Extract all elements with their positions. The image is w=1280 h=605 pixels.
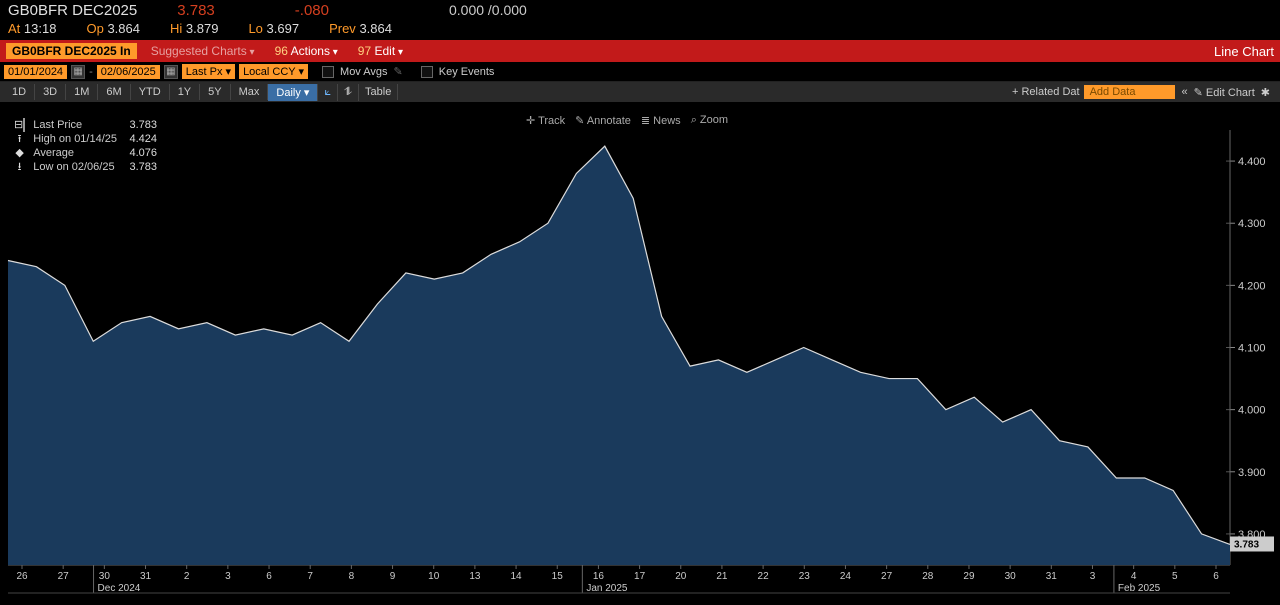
settings-gear-icon[interactable]: ✱	[1255, 86, 1276, 99]
svg-text:13: 13	[469, 571, 481, 582]
compare-icon[interactable]: ⥮	[338, 84, 359, 101]
svg-text:5: 5	[1172, 571, 1178, 582]
timeframe-6m[interactable]: 6M	[98, 84, 130, 100]
price-change: -.080	[295, 2, 329, 19]
quote-row-1: GB0BFR DEC2025 3.783 -.080 0.000 /0.000	[0, 0, 1280, 21]
timeframe-1m[interactable]: 1M	[66, 84, 98, 100]
timeframe-3d[interactable]: 3D	[35, 84, 66, 100]
price-field-dropdown[interactable]: Last Px	[182, 64, 235, 79]
svg-text:4.100: 4.100	[1238, 343, 1266, 355]
controls-row: 01/01/2024 ▦ - 02/06/2025 ▦ Last Px Loca…	[0, 62, 1280, 82]
svg-text:27: 27	[58, 571, 70, 582]
timeframe-row: 1D3D1M6MYTD1Y5YMax Daily ▾ ⟀ ⥮ Table + R…	[0, 82, 1280, 102]
hi-label: Hi	[170, 21, 182, 36]
chart-style-icon[interactable]: ⟀	[318, 84, 338, 101]
table-button[interactable]: Table	[359, 84, 398, 100]
timeframe-ytd[interactable]: YTD	[131, 84, 170, 100]
security-box[interactable]: GB0BFR DEC2025 In	[6, 43, 137, 59]
chart-area[interactable]: 3.8003.9004.0004.1004.2004.3004.40026273…	[0, 110, 1280, 605]
svg-text:8: 8	[349, 571, 355, 582]
edit-button[interactable]: 97 Edit	[352, 44, 409, 58]
ticker-symbol: GB0BFR DEC2025	[8, 2, 137, 19]
svg-text:Jan 2025: Jan 2025	[586, 583, 628, 594]
date-to-input[interactable]: 02/06/2025	[97, 65, 160, 79]
svg-text:14: 14	[511, 571, 523, 582]
svg-text:28: 28	[922, 571, 934, 582]
edit-chart-button[interactable]: ✎ Edit Chart	[1194, 86, 1255, 99]
action-bar: GB0BFR DEC2025 In Suggested Charts 96 Ac…	[0, 40, 1280, 62]
at-value: 13:18	[24, 21, 57, 36]
svg-text:22: 22	[758, 571, 770, 582]
timeframe-1y[interactable]: 1Y	[170, 84, 200, 100]
interval-dropdown[interactable]: Daily ▾	[268, 84, 318, 101]
svg-text:Dec 2024: Dec 2024	[98, 583, 141, 594]
svg-text:20: 20	[675, 571, 687, 582]
svg-text:27: 27	[881, 571, 893, 582]
key-events-checkbox[interactable]	[421, 66, 433, 78]
svg-text:4.300: 4.300	[1238, 218, 1266, 230]
mov-avgs-checkbox[interactable]	[322, 66, 334, 78]
timeframe-max[interactable]: Max	[231, 84, 269, 100]
prev-value: 3.864	[359, 21, 392, 36]
svg-text:10: 10	[428, 571, 440, 582]
at-label: At	[8, 21, 20, 36]
bid-ask: 0.000 /0.000	[449, 2, 527, 18]
svg-text:6: 6	[266, 571, 272, 582]
key-events-label: Key Events	[439, 66, 495, 78]
suggested-charts-button[interactable]: Suggested Charts	[145, 44, 261, 58]
prev-label: Prev	[329, 21, 356, 36]
svg-text:7: 7	[307, 571, 313, 582]
collapse-icon[interactable]: «	[1175, 86, 1193, 98]
svg-text:15: 15	[552, 571, 564, 582]
svg-text:29: 29	[963, 571, 975, 582]
timeframe-1d[interactable]: 1D	[4, 84, 35, 100]
svg-text:17: 17	[634, 571, 646, 582]
currency-dropdown[interactable]: Local CCY	[239, 64, 308, 79]
date-from-input[interactable]: 01/01/2024	[4, 65, 67, 79]
timeframe-5y[interactable]: 5Y	[200, 84, 230, 100]
svg-text:3: 3	[225, 571, 231, 582]
svg-text:3.900: 3.900	[1238, 467, 1266, 479]
svg-text:16: 16	[593, 571, 605, 582]
op-value: 3.864	[107, 21, 140, 36]
svg-text:4.200: 4.200	[1238, 280, 1266, 292]
date-to-picker-icon[interactable]: ▦	[164, 65, 178, 79]
lo-value: 3.697	[267, 21, 300, 36]
svg-text:3: 3	[1090, 571, 1096, 582]
chart-type-label: Line Chart	[1214, 44, 1274, 59]
svg-text:23: 23	[799, 571, 811, 582]
svg-text:4.400: 4.400	[1238, 156, 1266, 168]
related-data-button[interactable]: + Related Dat	[1008, 86, 1084, 98]
svg-text:31: 31	[140, 571, 152, 582]
last-price: 3.783	[177, 2, 215, 19]
svg-text:30: 30	[1005, 571, 1017, 582]
lo-label: Lo	[248, 21, 262, 36]
date-from-picker-icon[interactable]: ▦	[71, 65, 85, 79]
mov-avgs-label: Mov Avgs	[340, 66, 388, 78]
add-data-input[interactable]: Add Data	[1084, 85, 1176, 99]
svg-text:3.783: 3.783	[1234, 539, 1259, 550]
svg-text:31: 31	[1046, 571, 1058, 582]
svg-text:24: 24	[840, 571, 852, 582]
quote-row-2: At 13:18 Op 3.864 Hi 3.879 Lo 3.697 Prev…	[0, 21, 1280, 40]
svg-text:4.000: 4.000	[1238, 405, 1266, 417]
mov-avgs-edit-icon[interactable]: ✎	[394, 65, 403, 78]
svg-text:30: 30	[99, 571, 111, 582]
svg-text:Feb 2025: Feb 2025	[1118, 583, 1161, 594]
svg-text:4: 4	[1131, 571, 1137, 582]
hi-value: 3.879	[186, 21, 219, 36]
svg-text:26: 26	[16, 571, 28, 582]
op-label: Op	[86, 21, 103, 36]
svg-text:2: 2	[184, 571, 190, 582]
svg-text:9: 9	[390, 571, 396, 582]
svg-text:21: 21	[716, 571, 728, 582]
svg-text:6: 6	[1213, 571, 1219, 582]
actions-button[interactable]: 96 Actions	[269, 44, 344, 58]
